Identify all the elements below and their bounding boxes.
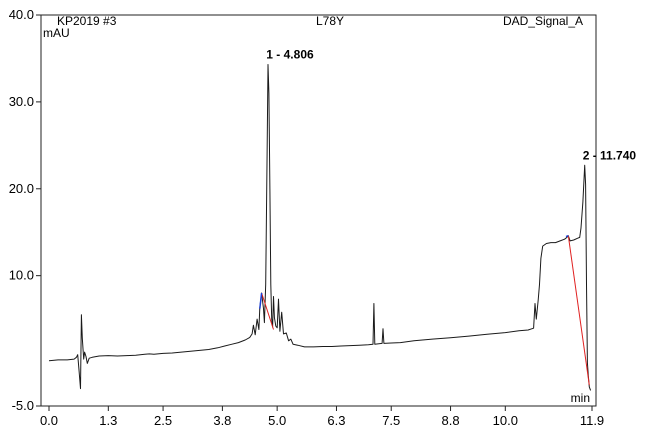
x-tick-label: 2.5 — [154, 413, 172, 428]
y-tick-label: 10.0 — [9, 268, 34, 283]
header-sample-name: KP2019 #3 — [57, 14, 117, 28]
x-tick-label: 8.8 — [442, 413, 460, 428]
peak-label: 2 - 11.740 — [583, 148, 637, 162]
x-tick-label: 11.9 — [580, 413, 604, 428]
peak-labels: 1 - 4.806 2 - 11.740 — [266, 48, 636, 163]
x-tick-label: 0.0 — [40, 413, 58, 428]
x-tick-label: 5.0 — [268, 413, 286, 428]
peak-start-marker — [259, 292, 263, 309]
x-axis-ticks: 0.0 1.3 2.5 3.8 5.0 6.3 7.5 8.8 10.0 11.9 — [40, 406, 604, 428]
plot-area-frame — [40, 14, 597, 407]
y-axis-unit-label: mAU — [43, 26, 70, 40]
x-tick-label: 1.3 — [99, 413, 117, 428]
chromatogram-traces — [48, 64, 592, 391]
peak-label: 1 - 4.806 — [266, 48, 314, 62]
y-tick-label: -5.0 — [12, 398, 34, 413]
y-tick-label: 40.0 — [9, 7, 34, 22]
integration-baseline — [567, 235, 590, 386]
peak-start-marker — [565, 235, 569, 238]
x-tick-label: 6.3 — [327, 413, 345, 428]
x-tick-label: 3.8 — [213, 413, 231, 428]
integration-baseline — [261, 292, 274, 330]
y-tick-label: 30.0 — [9, 94, 34, 109]
header-method-name: L78Y — [316, 14, 344, 28]
x-axis-unit-label: min — [571, 391, 590, 405]
header-signal-name: DAD_Signal_A — [503, 14, 583, 28]
x-tick-label: 10.0 — [493, 413, 518, 428]
y-tick-label: 20.0 — [9, 181, 34, 196]
signal-trace — [48, 64, 592, 391]
x-tick-label: 7.5 — [382, 413, 400, 428]
y-axis-ticks: -5.0 10.0 20.0 30.0 40.0 — [9, 7, 41, 413]
